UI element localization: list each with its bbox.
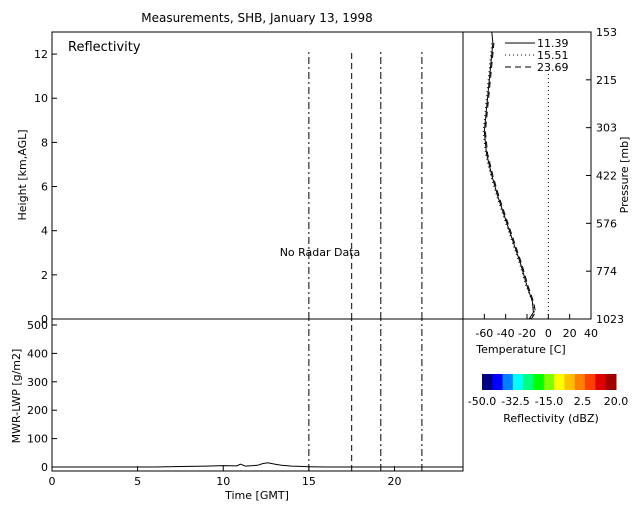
pressure-tick-label: 1023 — [596, 313, 624, 326]
x-tick-label: 5 — [134, 475, 141, 488]
x-tick-label: 0 — [49, 475, 56, 488]
reflectivity-colorbar: -50.0 -32.5 -15.0 2.5 20.0 Reflectivity (dBZ… — [468, 374, 628, 425]
lwp-ylabel: MWR-LWP [g/m2] — [10, 349, 23, 444]
colorbar-cells — [482, 374, 617, 390]
colorbar-cell — [492, 374, 504, 390]
colorbar-tick-label: -32.5 — [501, 395, 529, 408]
reflectivity-y-ticks: 0 2 4 6 8 10 12 — [34, 48, 57, 326]
pressure-tick-label: 303 — [596, 122, 617, 135]
no-radar-data-annotation: No Radar Data — [280, 246, 361, 259]
colorbar-label: Reflectivity (dBZ) — [503, 412, 599, 425]
temperature-series-line — [484, 42, 537, 320]
pressure-tick-label: 774 — [596, 265, 617, 278]
legend-label: 15.51 — [537, 49, 569, 62]
y-tick-label: 400 — [27, 347, 48, 360]
pressure-ticks: 153 215 303 422 576 774 1023 — [586, 26, 624, 326]
colorbar-cell — [564, 374, 576, 390]
colorbar-cell — [502, 374, 514, 390]
colorbar-cell — [482, 374, 493, 390]
y-tick-label: 200 — [27, 404, 48, 417]
pressure-tick-label: 422 — [596, 170, 617, 183]
colorbar-cell — [585, 374, 596, 390]
x-tick-label: -40 — [497, 327, 515, 340]
x-tick-label: 15 — [302, 475, 316, 488]
colorbar-tick-label: -15.0 — [535, 395, 563, 408]
legend-label: 23.69 — [537, 61, 569, 74]
x-tick-label: -60 — [475, 327, 493, 340]
temperature-series — [482, 31, 549, 320]
x-tick-label: 40 — [584, 327, 598, 340]
y-tick-label: 0 — [41, 313, 48, 326]
y-tick-label: 500 — [27, 319, 48, 332]
x-tick-label: 20 — [563, 327, 577, 340]
pressure-ylabel: Pressure [mb] — [618, 137, 631, 214]
lwp-series — [52, 462, 463, 468]
colorbar-ticks: -50.0 -32.5 -15.0 2.5 20.0 — [468, 395, 628, 408]
pressure-tick-label: 153 — [596, 26, 617, 39]
reflectivity-ylabel: Height [km,AGL] — [16, 129, 29, 220]
y-tick-label: 4 — [41, 225, 48, 238]
pressure-tick-label: 215 — [596, 74, 617, 87]
pressure-tick-label: 576 — [596, 217, 617, 230]
chart-title: Measurements, SHB, January 13, 1998 — [141, 11, 373, 25]
colorbar-cell — [554, 374, 565, 390]
y-tick-label: 100 — [27, 433, 48, 446]
temperature-xlabel: Temperature [C] — [475, 343, 565, 356]
temperature-frame — [462, 31, 592, 320]
y-tick-label: 8 — [41, 136, 48, 149]
colorbar-tick-label: -50.0 — [468, 395, 496, 408]
y-tick-label: 0 — [41, 461, 48, 474]
y-tick-label: 6 — [41, 181, 48, 194]
reflectivity-sounding-lines — [308, 52, 423, 319]
colorbar-cell — [512, 374, 524, 390]
y-tick-label: 12 — [34, 48, 48, 61]
lwp-x-ticks: 0 5 10 15 20 — [49, 466, 402, 488]
x-tick-label: 20 — [388, 475, 402, 488]
lwp-sounding-lines — [308, 319, 423, 471]
temperature-x-ticks: -60 -40 -20 0 20 40 — [475, 314, 598, 340]
y-tick-label: 2 — [41, 269, 48, 282]
legend-label: 11.39 — [537, 37, 569, 50]
colorbar-tick-label: 20.0 — [604, 395, 629, 408]
lwp-series-line — [52, 462, 463, 468]
colorbar-cell — [605, 374, 617, 390]
colorbar-cell — [533, 374, 545, 390]
y-tick-label: 300 — [27, 376, 48, 389]
y-tick-label: 10 — [34, 92, 48, 105]
colorbar-cell — [595, 374, 607, 390]
temperature-series-line — [483, 31, 534, 320]
colorbar-tick-label: 2.5 — [574, 395, 592, 408]
colorbar-cell — [523, 374, 535, 390]
x-tick-label: 10 — [216, 475, 230, 488]
lwp-frame — [51, 318, 464, 472]
temperature-series-line — [482, 42, 535, 320]
reflectivity-frame — [51, 31, 464, 320]
reflectivity-panel: Reflectivity No Radar Data Height [km,AG… — [16, 31, 464, 326]
temperature-profile-panel: Temperature [C] Pressure [mb] -60 -40 -20 0… — [462, 26, 631, 356]
lwp-xlabel: Time [GMT] — [224, 489, 289, 502]
colorbar-cell — [543, 374, 555, 390]
x-tick-label: -20 — [518, 327, 536, 340]
lwp-y-ticks: 0 100 200 300 400 500 — [27, 319, 57, 474]
x-tick-label: 0 — [545, 327, 552, 340]
colorbar-cell — [574, 374, 586, 390]
reflectivity-label: Reflectivity — [68, 40, 141, 55]
lwp-panel: Time [GMT] MWR-LWP [g/m2] 01002003004005… — [10, 318, 464, 502]
